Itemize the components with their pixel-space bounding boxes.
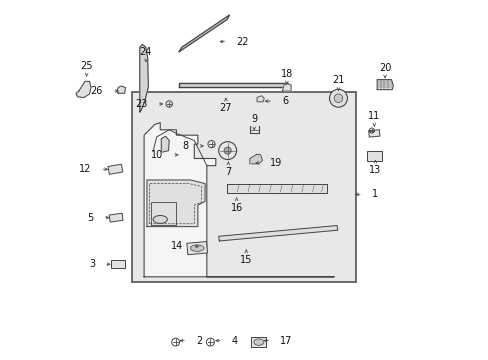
- Polygon shape: [179, 15, 229, 51]
- Text: 27: 27: [219, 103, 232, 113]
- Text: 6: 6: [282, 96, 288, 106]
- Polygon shape: [179, 83, 287, 87]
- Text: 10: 10: [150, 150, 163, 160]
- Circle shape: [329, 89, 346, 107]
- Bar: [109, 213, 123, 222]
- Text: 11: 11: [367, 111, 380, 121]
- Text: 5: 5: [87, 213, 94, 222]
- Bar: [251, 337, 266, 347]
- Circle shape: [224, 147, 231, 154]
- Text: 21: 21: [331, 75, 344, 85]
- Polygon shape: [249, 154, 262, 164]
- Text: 26: 26: [90, 86, 102, 96]
- Text: 2: 2: [196, 336, 202, 346]
- Bar: [186, 242, 207, 255]
- Text: 15: 15: [240, 255, 252, 265]
- Polygon shape: [226, 184, 326, 193]
- Bar: [111, 260, 125, 268]
- Text: 4: 4: [231, 336, 238, 346]
- Text: 22: 22: [236, 37, 248, 46]
- Text: 25: 25: [81, 61, 93, 71]
- Text: 3: 3: [89, 259, 95, 269]
- Polygon shape: [76, 81, 91, 98]
- Text: 14: 14: [171, 241, 183, 251]
- Ellipse shape: [153, 216, 167, 224]
- Text: 17: 17: [280, 336, 292, 346]
- Text: 20: 20: [378, 63, 390, 73]
- Polygon shape: [257, 96, 264, 102]
- Bar: [108, 164, 122, 174]
- Bar: [131, 92, 355, 282]
- Polygon shape: [140, 44, 148, 112]
- Text: 12: 12: [79, 164, 91, 174]
- Text: 24: 24: [140, 46, 152, 57]
- Bar: [366, 150, 381, 161]
- Text: 8: 8: [183, 141, 188, 151]
- Polygon shape: [161, 136, 169, 152]
- Polygon shape: [117, 86, 125, 93]
- Text: 9: 9: [251, 114, 257, 124]
- Ellipse shape: [253, 339, 264, 345]
- Polygon shape: [376, 80, 392, 90]
- Circle shape: [333, 94, 342, 103]
- Text: 19: 19: [269, 158, 281, 168]
- Text: 18: 18: [280, 69, 292, 79]
- Text: 1: 1: [371, 189, 377, 199]
- Polygon shape: [147, 180, 204, 226]
- Text: 13: 13: [368, 165, 381, 175]
- Text: 16: 16: [230, 203, 242, 213]
- Polygon shape: [144, 123, 333, 277]
- Polygon shape: [282, 84, 290, 91]
- Ellipse shape: [190, 245, 203, 251]
- Text: 7: 7: [225, 167, 231, 177]
- Text: 23: 23: [135, 99, 147, 109]
- Bar: [368, 130, 379, 137]
- Polygon shape: [218, 226, 337, 241]
